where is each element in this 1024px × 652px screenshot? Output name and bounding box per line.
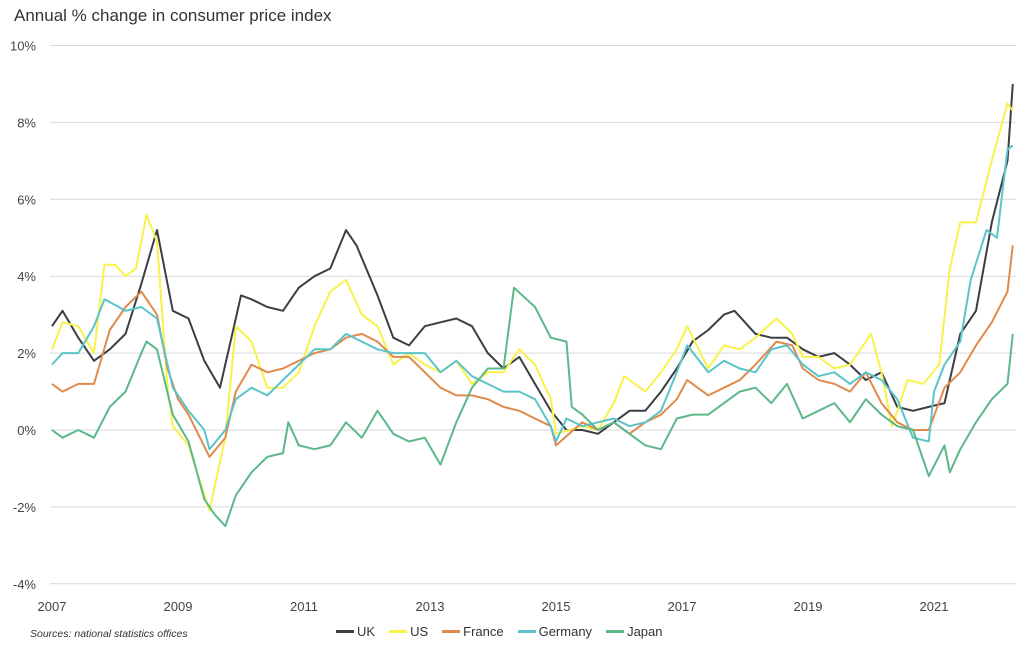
y-tick-label: 4% bbox=[17, 269, 36, 284]
x-tick-label: 2019 bbox=[794, 599, 823, 614]
legend-label: US bbox=[410, 624, 429, 639]
chart-title: Annual % change in consumer price index bbox=[14, 6, 332, 25]
series-line-france bbox=[51, 245, 1014, 458]
y-tick-label: 2% bbox=[17, 346, 36, 361]
series-line-japan bbox=[51, 286, 1014, 528]
series-line-us bbox=[51, 102, 1014, 512]
legend-swatch bbox=[606, 630, 625, 633]
source-note: Sources: national statistics offices bbox=[30, 628, 188, 640]
legend-label: UK bbox=[357, 624, 376, 639]
series-line-germany bbox=[51, 144, 1014, 451]
legend-item-germany: Germany bbox=[517, 624, 593, 639]
x-tick-label: 2017 bbox=[668, 599, 697, 614]
x-tick-label: 2007 bbox=[38, 599, 67, 614]
y-tick-label: 6% bbox=[17, 192, 36, 207]
legend-item-japan: Japan bbox=[606, 624, 662, 639]
y-tick-label: 8% bbox=[17, 115, 36, 130]
legend-swatch bbox=[336, 630, 354, 633]
x-axis-ticks: 2007 2009 2011 2013 2015 2017 2019 2021 bbox=[38, 599, 949, 614]
series-lines bbox=[51, 83, 1014, 528]
y-tick-label: -4% bbox=[13, 577, 37, 592]
legend-swatch bbox=[389, 630, 408, 633]
y-tick-label: 10% bbox=[10, 39, 36, 54]
legend-label: Japan bbox=[627, 624, 663, 639]
legend-item-uk: UK bbox=[336, 624, 375, 639]
y-tick-label: -2% bbox=[13, 500, 37, 515]
y-axis-ticks: 10% 8% 6% 4% 2% 0% -2% -4% bbox=[10, 39, 36, 592]
legend-item-france: France bbox=[442, 624, 504, 639]
x-tick-label: 2009 bbox=[164, 599, 193, 614]
legend-swatch bbox=[517, 630, 536, 633]
x-tick-label: 2011 bbox=[290, 599, 318, 614]
x-tick-label: 2021 bbox=[920, 599, 949, 614]
legend-swatch bbox=[442, 630, 461, 633]
y-tick-label: 0% bbox=[17, 423, 36, 438]
legend: UK US France Germany Japan bbox=[336, 624, 662, 639]
series-line-uk bbox=[51, 83, 1014, 435]
legend-label: France bbox=[463, 624, 504, 639]
x-tick-label: 2015 bbox=[542, 599, 571, 614]
legend-item-us: US bbox=[389, 624, 428, 639]
x-tick-label: 2013 bbox=[416, 599, 445, 614]
gridlines bbox=[50, 45, 1016, 585]
legend-label: Germany bbox=[538, 624, 593, 639]
